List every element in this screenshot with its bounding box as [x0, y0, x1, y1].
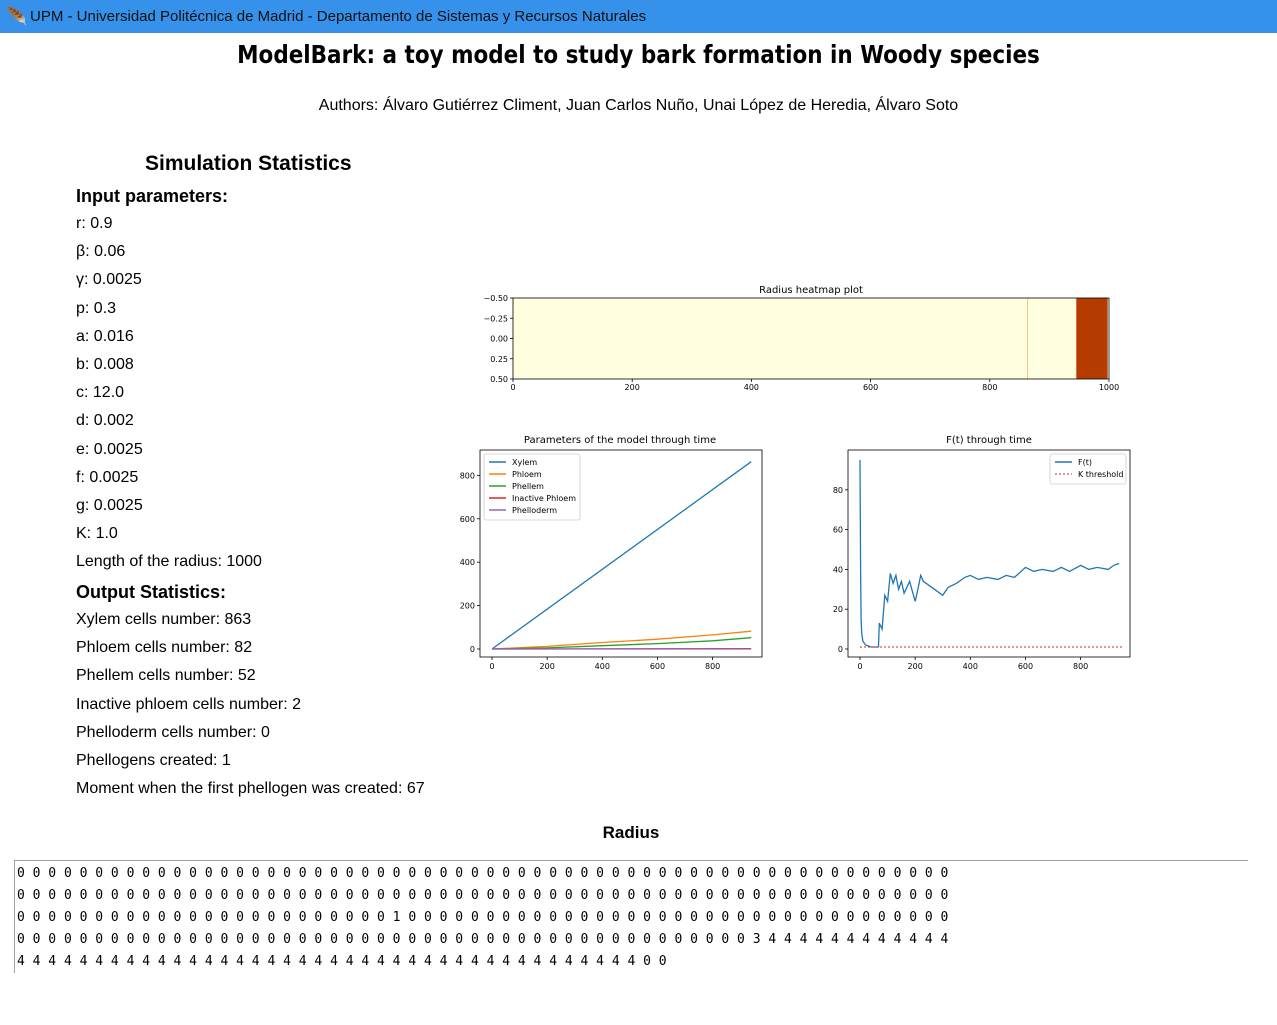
y-tick-label: 0	[470, 645, 475, 654]
radius-row: 4 4 4 4 4 4 4 4 4 4 4 4 4 4 4 4 4 4 4 4 …	[17, 954, 667, 969]
input-parameters-header: Input parameters:	[76, 186, 229, 206]
ft-plot-frame	[847, 449, 1131, 658]
output-phellem: Phellem cells number: 52	[76, 667, 256, 684]
output-phelloderm: Phelloderm cells number: 0	[76, 724, 270, 741]
output-phloem: Phloem cells number: 82	[76, 639, 253, 656]
heatmap-y-tick-label: 0.50	[490, 375, 508, 384]
input-param-b: b: 0.008	[76, 356, 134, 373]
x-tick-label: 0	[857, 662, 862, 671]
output-first-phellogen: Moment when the first phellogen was crea…	[76, 780, 425, 797]
heatmap-y-tick-label: −0.50	[483, 294, 508, 303]
radius-row: 0 0 0 0 0 0 0 0 0 0 0 0 0 0 0 0 0 0 0 0 …	[17, 910, 949, 925]
x-tick-label: 600	[1018, 662, 1033, 671]
authors-line: Authors: Álvaro Gutiérrez Climent, Juan …	[318, 97, 959, 114]
input-param-f: f: 0.0025	[76, 469, 139, 486]
page-title: ModelBark: a toy model to study bark for…	[237, 40, 1040, 69]
series-line-f-t-	[859, 459, 1120, 648]
legend-label: Phloem	[512, 470, 542, 479]
series-line-xylem	[491, 461, 752, 650]
radius-heatmap-chart: Radius heatmap plot 0 200 400 600 800 1000 −0…	[483, 285, 1119, 392]
heatmap-y-tick-label: 0.00	[490, 335, 508, 344]
y-tick-label: 800	[460, 471, 475, 480]
x-tick-label: 200	[908, 662, 923, 671]
radius-textbox[interactable]: 0 0 0 0 0 0 0 0 0 0 0 0 0 0 0 0 0 0 0 0 …	[14, 860, 1248, 973]
input-param-c: c: 12.0	[76, 384, 125, 401]
input-param-a: a: 0.016	[76, 328, 134, 345]
output-statistics-header: Output Statistics:	[76, 582, 227, 602]
legend-label: Inactive Phloem	[512, 494, 576, 503]
feather-icon: 🪶	[6, 7, 28, 26]
statistics-title: Simulation Statistics	[145, 152, 352, 175]
parameters-chart: Parameters of the model through time 0 20…	[460, 435, 763, 671]
parameters-chart-title: Parameters of the model through time	[524, 435, 716, 446]
ft-chart: F(t) through time 0 200 400 600 800 0 20 40 60 8…	[833, 435, 1131, 671]
legend-label: F(t)	[1078, 458, 1092, 467]
output-phellogens: Phellogens created: 1	[76, 752, 231, 769]
y-tick-label: 200	[460, 602, 475, 611]
heatmap-x-tick-label: 0	[510, 383, 515, 392]
heatmap-x-tick-label: 200	[625, 383, 640, 392]
legend-label: Xylem	[512, 458, 537, 467]
output-xylem: Xylem cells number: 863	[76, 611, 252, 628]
input-param-p: p: 0.3	[76, 300, 117, 317]
heatmap-cell	[1076, 298, 1108, 379]
ft-chart-title: F(t) through time	[946, 435, 1032, 446]
x-tick-label: 800	[1073, 662, 1088, 671]
input-param-g: g: 0.0025	[76, 497, 143, 514]
heatmap-cell	[513, 298, 1028, 379]
input-param-r: r: 0.9	[76, 215, 113, 232]
output-inactive-phloem: Inactive phloem cells number: 2	[76, 696, 301, 713]
input-param-e: e: 0.0025	[76, 441, 143, 458]
radius-row: 0 0 0 0 0 0 0 0 0 0 0 0 0 0 0 0 0 0 0 0 …	[17, 932, 949, 947]
input-param-k: K: 1.0	[76, 525, 118, 542]
heatmap-x-tick-label: 1000	[1099, 383, 1119, 392]
y-tick-label: 80	[833, 486, 843, 495]
y-tick-label: 0	[838, 645, 843, 654]
y-tick-label: 400	[460, 558, 475, 567]
window-titlebar[interactable]: 🪶 UPM - Universidad Politécnica de Madri…	[0, 0, 1277, 33]
heatmap-y-tick-label: −0.25	[483, 314, 508, 323]
heatmap-x-tick-label: 800	[982, 383, 997, 392]
window-title: UPM - Universidad Politécnica de Madrid …	[30, 8, 647, 25]
legend-label: Phellem	[512, 482, 544, 491]
heatmap-x-tick-label: 600	[863, 383, 878, 392]
x-tick-label: 400	[595, 662, 610, 671]
y-tick-label: 40	[833, 565, 843, 574]
legend-label: Phelloderm	[512, 506, 557, 515]
input-param-d: d: 0.002	[76, 412, 134, 429]
x-tick-label: 600	[650, 662, 665, 671]
heatmap-x-tick-label: 400	[744, 383, 759, 392]
y-tick-label: 600	[460, 515, 475, 524]
x-tick-label: 200	[540, 662, 555, 671]
radius-row: 0 0 0 0 0 0 0 0 0 0 0 0 0 0 0 0 0 0 0 0 …	[17, 888, 949, 903]
x-tick-label: 800	[705, 662, 720, 671]
input-param-beta: β: 0.06	[76, 243, 126, 260]
x-tick-label: 0	[489, 662, 494, 671]
legend-box	[483, 453, 581, 521]
series-line-phloem	[491, 630, 752, 650]
y-tick-label: 20	[833, 605, 843, 614]
heatmap-cell	[1107, 298, 1110, 379]
input-param-gamma: γ: 0.0025	[76, 271, 142, 288]
x-tick-label: 400	[963, 662, 978, 671]
legend-label: K threshold	[1078, 470, 1123, 479]
series-line-phellem	[491, 637, 752, 650]
y-tick-label: 60	[833, 526, 843, 535]
radius-title: Radius	[602, 823, 660, 842]
heatmap-cell	[1027, 298, 1077, 379]
heatmap-y-tick-label: 0.25	[490, 355, 508, 364]
heatmap-title: Radius heatmap plot	[759, 285, 863, 296]
radius-row: 0 0 0 0 0 0 0 0 0 0 0 0 0 0 0 0 0 0 0 0 …	[17, 866, 949, 881]
input-radius-length: Length of the radius: 1000	[76, 553, 262, 570]
